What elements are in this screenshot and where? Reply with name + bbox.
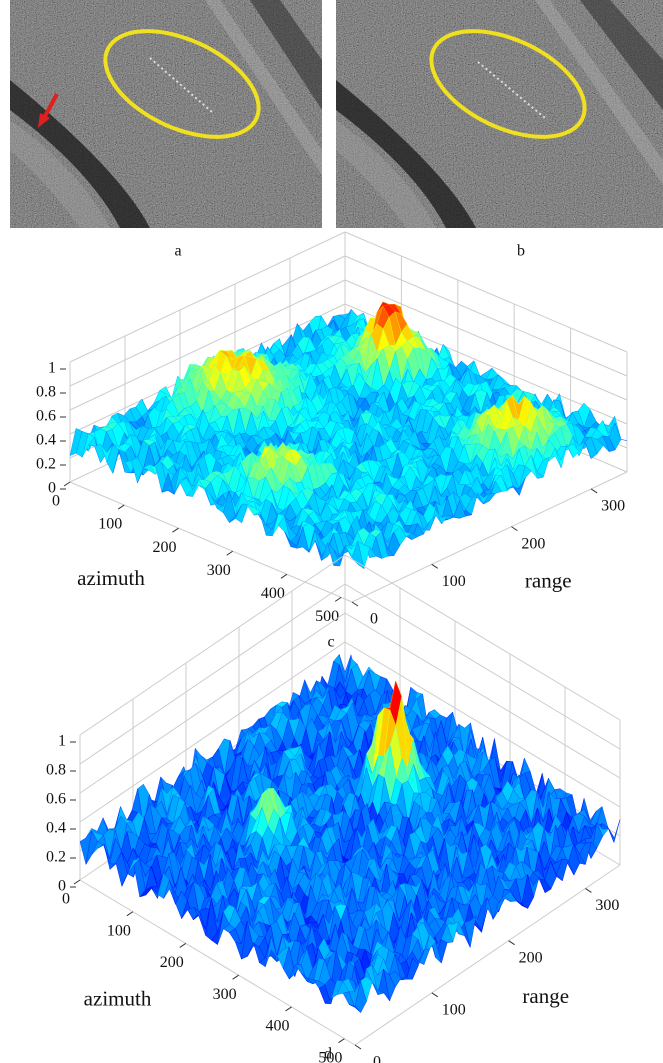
azimuth-tick-label: 300: [213, 986, 237, 1003]
z-tick-label: 0.8: [36, 384, 56, 401]
z-tick-label: 1: [58, 733, 66, 750]
azimuth-tick: [64, 482, 70, 486]
azimuth-tick-label: 100: [107, 922, 131, 939]
panel-label: b: [517, 243, 525, 260]
azimuth-tick: [281, 574, 287, 578]
sar-image-b: [336, 0, 663, 228]
azimuth-tick-label: 0: [52, 493, 60, 510]
range-tick: [355, 1045, 361, 1049]
range-label: range: [522, 984, 569, 1008]
azimuth-label: azimuth: [77, 566, 145, 590]
range-label: range: [525, 568, 572, 592]
azimuth-tick: [233, 975, 239, 979]
range-tick-label: 200: [521, 535, 545, 552]
azimuth-tick: [338, 1039, 344, 1043]
azimuth-tick-label: 500: [315, 608, 339, 625]
azimuth-tick: [180, 943, 186, 947]
surface-plot: 0 0.2 0.4 0.6 0.8 1 0 100 200 300 400 500 0 100 200 300…: [46, 555, 620, 1063]
azimuth-tick: [227, 551, 233, 555]
range-tick: [432, 993, 438, 997]
azimuth-tick-label: 300: [207, 562, 231, 579]
range-tick: [509, 941, 515, 945]
range-tick-label: 100: [442, 573, 466, 590]
range-tick: [511, 527, 517, 531]
azimuth-label: azimuth: [84, 986, 152, 1010]
azimuth-tick-label: 400: [266, 1018, 290, 1035]
panel-label: a: [174, 243, 181, 260]
azimuth-tick: [286, 1007, 292, 1011]
z-tick-label: 0.4: [36, 432, 56, 449]
azimuth-tick: [118, 505, 124, 509]
z-tick-label: 0.4: [46, 820, 66, 837]
range-tick: [352, 602, 358, 606]
azimuth-tick-label: 200: [160, 954, 184, 971]
z-tick-label: 0.8: [46, 762, 66, 779]
range-tick: [591, 489, 597, 493]
azimuth-tick-label: 100: [98, 516, 122, 533]
range-tick-label: 200: [519, 949, 543, 966]
range-tick: [585, 888, 591, 892]
z-tick-label: 0.6: [46, 791, 66, 808]
range-tick-label: 300: [595, 897, 619, 914]
z-tick-label: 0.2: [36, 456, 56, 473]
azimuth-tick-label: 400: [261, 585, 285, 602]
range-tick: [432, 564, 438, 568]
azimuth-tick: [335, 597, 341, 601]
surface-plot: 00.20.40.60.8101002003004005000100200300…: [36, 232, 627, 628]
azimuth-tick-label: 0: [62, 891, 70, 908]
azimuth-tick-label: 500: [318, 1049, 342, 1063]
range-tick-label: 100: [442, 1001, 466, 1018]
azimuth-tick-label: 200: [152, 539, 176, 556]
azimuth-tick: [74, 880, 80, 884]
z-tick-label: 0.2: [46, 849, 66, 866]
z-tick-label: 0.6: [36, 408, 56, 425]
range-tick-label: 0: [373, 1054, 381, 1063]
panel-label: c: [327, 634, 334, 651]
range-tick-label: 0: [370, 611, 378, 628]
azimuth-tick: [172, 528, 178, 532]
azimuth-tick: [127, 912, 133, 916]
range-tick-label: 300: [601, 498, 625, 515]
sar-image-a: [10, 0, 322, 228]
z-tick-label: 1: [48, 360, 56, 377]
